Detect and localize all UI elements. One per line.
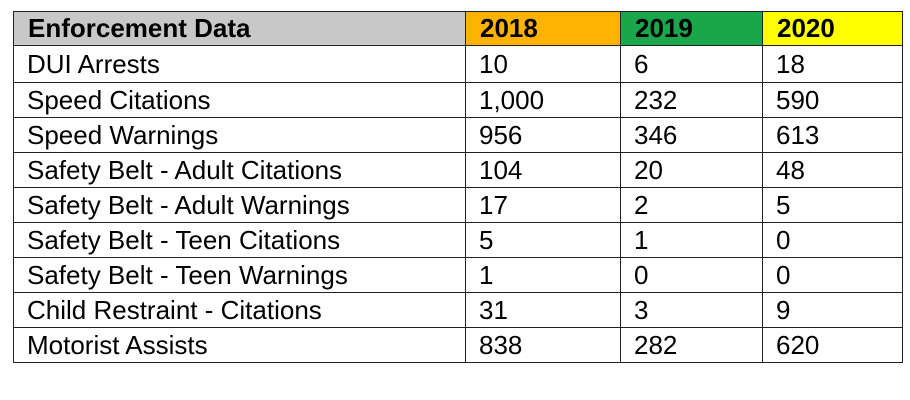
row-label-cell: Speed Warnings	[13, 117, 466, 153]
value-cell-2018: 10	[465, 45, 621, 83]
value-cell-2018: 17	[465, 187, 621, 223]
header-year-2019: 2019	[620, 11, 763, 46]
row-label-cell: Safety Belt - Adult Warnings	[13, 187, 466, 223]
row-label-cell: Safety Belt - Teen Warnings	[13, 257, 466, 293]
value-cell-2020: 9	[762, 292, 903, 328]
row-label-cell: DUI Arrests	[13, 45, 466, 83]
value-cell-2020: 48	[762, 152, 903, 188]
value-cell-2020: 5	[762, 187, 903, 223]
row-label-cell: Child Restraint - Citations	[13, 292, 466, 328]
value-cell-2020: 590	[762, 82, 903, 118]
enforcement-table-container: Enforcement Data 2018 2019 2020 DUI Arre…	[13, 11, 903, 363]
value-cell-2018: 1	[465, 257, 621, 293]
value-cell-2018: 956	[465, 117, 621, 153]
header-row: Enforcement Data 2018 2019 2020	[13, 11, 903, 46]
row-label-cell: Speed Citations	[13, 82, 466, 118]
value-cell-2020: 620	[762, 327, 903, 363]
value-cell-2019: 1	[620, 222, 763, 258]
header-year-2018: 2018	[465, 11, 621, 46]
table-row: Speed Warnings 956 346 613	[13, 117, 903, 153]
row-label-cell: Safety Belt - Adult Citations	[13, 152, 466, 188]
row-label-cell: Safety Belt - Teen Citations	[13, 222, 466, 258]
value-cell-2018: 1,000	[465, 82, 621, 118]
value-cell-2020: 0	[762, 257, 903, 293]
value-cell-2019: 20	[620, 152, 763, 188]
value-cell-2020: 18	[762, 45, 903, 83]
table-row: Safety Belt - Adult Warnings 17 2 5	[13, 187, 903, 223]
header-year-2020: 2020	[762, 11, 903, 46]
header-label-cell: Enforcement Data	[13, 11, 466, 46]
value-cell-2019: 3	[620, 292, 763, 328]
value-cell-2020: 613	[762, 117, 903, 153]
value-cell-2019: 282	[620, 327, 763, 363]
row-label-cell: Motorist Assists	[13, 327, 466, 363]
table-row: Speed Citations 1,000 232 590	[13, 82, 903, 118]
value-cell-2018: 838	[465, 327, 621, 363]
value-cell-2018: 104	[465, 152, 621, 188]
table-row: Motorist Assists 838 282 620	[13, 327, 903, 363]
value-cell-2018: 5	[465, 222, 621, 258]
enforcement-data-table: Enforcement Data 2018 2019 2020 DUI Arre…	[13, 11, 903, 363]
value-cell-2019: 6	[620, 45, 763, 83]
value-cell-2019: 346	[620, 117, 763, 153]
value-cell-2018: 31	[465, 292, 621, 328]
value-cell-2019: 232	[620, 82, 763, 118]
table-row: Child Restraint - Citations 31 3 9	[13, 292, 903, 328]
table-row: Safety Belt - Teen Warnings 1 0 0	[13, 257, 903, 293]
value-cell-2019: 0	[620, 257, 763, 293]
value-cell-2019: 2	[620, 187, 763, 223]
table-row: DUI Arrests 10 6 18	[13, 45, 903, 83]
table-row: Safety Belt - Adult Citations 104 20 48	[13, 152, 903, 188]
value-cell-2020: 0	[762, 222, 903, 258]
table-row: Safety Belt - Teen Citations 5 1 0	[13, 222, 903, 258]
